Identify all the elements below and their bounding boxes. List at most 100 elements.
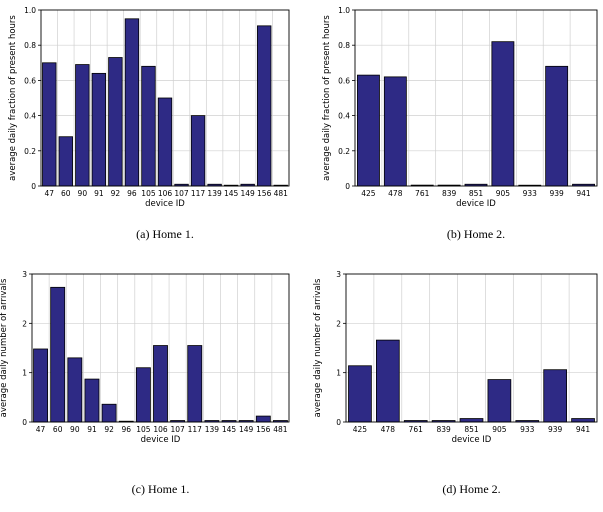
panel-caption: (a) Home 1. <box>136 227 194 241</box>
bar-47 <box>42 62 57 187</box>
bar-91 <box>91 72 107 187</box>
x-tick-label: 105 <box>136 425 151 434</box>
bar-425 <box>357 74 380 187</box>
bar-941 <box>571 418 595 423</box>
x-axis-label: device ID <box>145 199 185 209</box>
x-tick-label: 478 <box>381 425 396 434</box>
bar-478 <box>383 76 407 187</box>
x-tick-label: 939 <box>550 189 565 198</box>
bar-117 <box>190 115 206 187</box>
x-tick-label: 47 <box>44 189 54 198</box>
y-tick-label: 0 <box>22 418 27 427</box>
x-tick-label: 139 <box>207 189 222 198</box>
x-tick-label: 60 <box>53 425 63 434</box>
plot-frame <box>40 9 290 187</box>
x-tick-label: 91 <box>87 425 97 434</box>
x-tick-label: 107 <box>170 425 185 434</box>
bar-105 <box>135 367 151 423</box>
chart-panel-b: 0 0.2 0.4 0.6 0.8 1.0 425 478 761 839 851 905 933 939… <box>322 6 598 241</box>
x-tick-label: 761 <box>409 425 424 434</box>
y-tick-label: 0.2 <box>338 147 350 156</box>
y-tick-label: 0.4 <box>338 112 350 121</box>
x-tick-label: 47 <box>36 425 46 434</box>
bar-156 <box>257 25 272 187</box>
bar-90 <box>75 64 90 187</box>
bar-60 <box>50 286 66 423</box>
chart-panel-a: 0 0.2 0.4 0.6 0.8 1.0 47 60 90 91 92 96 105 106 107 117… <box>8 6 290 241</box>
bar-105 <box>141 65 156 187</box>
x-tick-label: 425 <box>361 189 376 198</box>
y-tick-label: 0.6 <box>24 76 36 85</box>
x-axis-label: device ID <box>452 435 492 445</box>
x-tick-label: 117 <box>188 425 203 434</box>
x-tick-label: 481 <box>273 425 288 434</box>
bar-478 <box>375 339 400 423</box>
chart-panel-c: 0 1 2 3 47 60 90 91 92 96 105 106 107 117 139 145 149 156… <box>0 270 290 496</box>
bar-117 <box>187 345 203 423</box>
x-tick-label: 90 <box>78 189 88 198</box>
y-axis-label: average daily fraction of present hours <box>322 15 332 181</box>
x-tick-label: 145 <box>224 189 239 198</box>
x-tick-label: 905 <box>492 425 507 434</box>
bar-156 <box>255 415 271 423</box>
y-tick-label: 3 <box>336 270 341 279</box>
y-tick-label: 0 <box>31 182 36 191</box>
x-tick-label: 933 <box>523 189 538 198</box>
bar-939 <box>545 65 569 187</box>
x-tick-label: 905 <box>496 189 511 198</box>
y-tick-label: 1.0 <box>338 6 350 15</box>
plot-frame <box>354 9 598 187</box>
x-tick-label: 92 <box>111 189 121 198</box>
bar-905 <box>487 379 512 423</box>
x-tick-label: 941 <box>576 425 591 434</box>
x-tick-label: 145 <box>222 425 237 434</box>
y-tick-label: 0 <box>345 182 350 191</box>
panel-caption: (c) Home 1. <box>132 482 190 496</box>
x-tick-label: 91 <box>94 189 104 198</box>
chart-panel-d: 0 1 2 3 425 478 761 839 851 905 933 939 941 device ID… <box>313 270 598 496</box>
y-tick-label: 3 <box>22 270 27 279</box>
bar-106 <box>153 345 168 423</box>
x-tick-label: 117 <box>191 189 206 198</box>
x-axis-label: device ID <box>141 435 181 445</box>
bar-92 <box>101 403 117 423</box>
panel-caption: (d) Home 2. <box>442 482 500 496</box>
y-axis-label: average daily number of arrivals <box>313 278 323 417</box>
y-tick-label: 1.0 <box>24 6 36 15</box>
plot-frame <box>31 273 290 423</box>
x-tick-label: 105 <box>141 189 156 198</box>
y-tick-label: 0 <box>336 418 341 427</box>
plot-frame <box>345 273 598 423</box>
bar-425 <box>348 365 372 423</box>
bar-90 <box>67 357 83 423</box>
bar-939 <box>543 369 568 423</box>
x-tick-label: 156 <box>256 425 271 434</box>
x-tick-label: 156 <box>257 189 272 198</box>
y-tick-label: 1 <box>22 369 27 378</box>
bar-96 <box>124 18 140 187</box>
y-tick-label: 2 <box>22 319 27 328</box>
y-tick-label: 0.2 <box>24 147 36 156</box>
x-tick-label: 933 <box>520 425 535 434</box>
x-tick-label: 106 <box>153 425 168 434</box>
bar-106 <box>157 97 173 187</box>
x-tick-label: 839 <box>436 425 451 434</box>
x-tick-label: 939 <box>548 425 563 434</box>
x-axis-label: device ID <box>456 199 496 209</box>
x-tick-label: 149 <box>241 189 256 198</box>
x-tick-label: 107 <box>174 189 189 198</box>
y-tick-label: 1 <box>336 369 341 378</box>
x-tick-label: 839 <box>442 189 457 198</box>
x-tick-label: 941 <box>576 189 591 198</box>
bar-47 <box>33 348 48 423</box>
bar-91 <box>84 378 100 423</box>
y-axis-label: average daily fraction of present hours <box>8 15 18 181</box>
panel-caption: (b) Home 2. <box>447 227 505 241</box>
y-tick-label: 0.8 <box>24 41 36 50</box>
x-tick-label: 851 <box>464 425 479 434</box>
x-tick-label: 761 <box>415 189 430 198</box>
x-tick-label: 96 <box>127 189 137 198</box>
bar-851 <box>459 418 484 423</box>
bar-92 <box>108 57 123 187</box>
